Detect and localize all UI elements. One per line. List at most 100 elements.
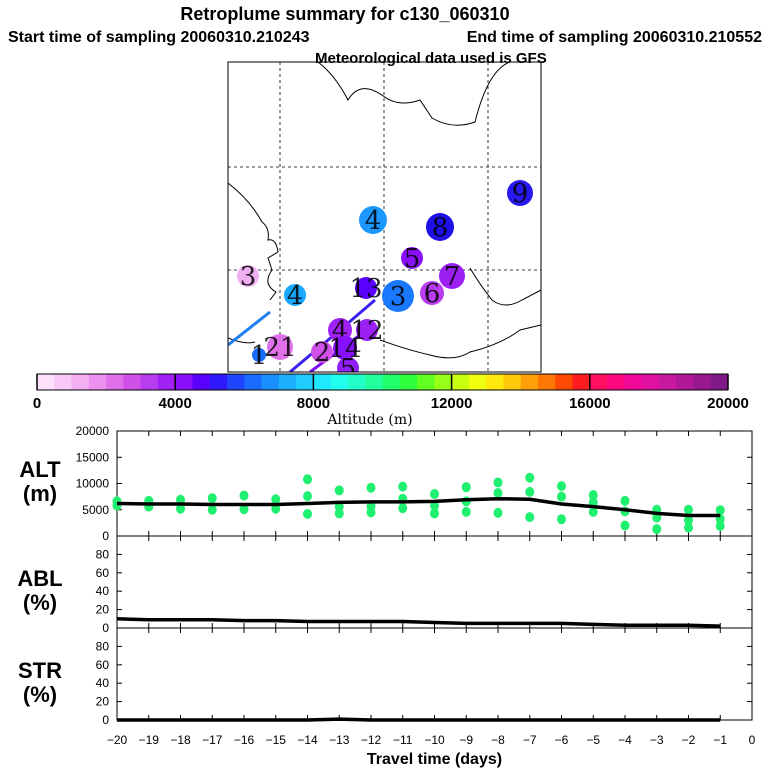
cluster-marker: 3 (382, 280, 414, 312)
colorbar-cell (227, 374, 245, 390)
map-coastlines (228, 62, 541, 359)
y-tick-label: 20 (96, 695, 110, 709)
met-data-label: Meteorological data used is GFS (315, 50, 547, 67)
y-tick-label: 10000 (76, 477, 110, 491)
cluster-dot (359, 206, 387, 234)
scatter-point (303, 491, 312, 502)
scatter-point (525, 512, 535, 523)
scatter-point (398, 503, 408, 514)
scatter-point (271, 494, 281, 505)
colorbar-tick-label: 12000 (431, 395, 473, 412)
scatter-point (557, 514, 566, 525)
scatter-point (366, 482, 376, 493)
y-tick-label: 15000 (76, 450, 110, 464)
cluster-marker: 4 (359, 206, 387, 236)
y-tick-label: 0 (102, 529, 109, 543)
cluster-dot (252, 348, 266, 362)
colorbar-tick-label: 20000 (707, 395, 749, 412)
cluster-label: 7 (444, 262, 461, 292)
scatter-point (684, 522, 693, 533)
colorbar-cell (261, 374, 280, 390)
map-frame (227, 61, 542, 373)
scatter-point (588, 506, 598, 517)
scatter-point (430, 508, 439, 519)
scatter-point (588, 490, 598, 501)
cluster-dot (311, 341, 333, 363)
panel-units: (m) (23, 481, 57, 506)
colorbar-tick-label: 0 (33, 395, 41, 412)
x-tick-label: 0 (749, 733, 756, 747)
cluster-marker: 13 (349, 274, 382, 304)
colorbar-cell (589, 374, 608, 390)
scatter-point (398, 481, 408, 492)
colorbar-cell (641, 374, 660, 390)
end-time-label: End time of sampling 20060310.210552 (467, 29, 762, 46)
panel-title: STR (18, 658, 62, 683)
cluster-label: 8 (432, 213, 449, 243)
x-tick-label: −1 (713, 733, 727, 747)
colorbar-cell (503, 374, 522, 390)
y-tick-label: 60 (96, 566, 110, 580)
y-tick-label: 20000 (76, 424, 110, 438)
x-tick-label: −16 (234, 733, 255, 747)
x-tick-label: −10 (424, 733, 445, 747)
colorbar-cell (710, 374, 729, 390)
colorbar-cell (157, 374, 176, 390)
colorbar-cell (313, 374, 332, 390)
cluster-label: 3 (390, 282, 407, 312)
cluster-dot (337, 357, 359, 372)
colorbar-tick-label: 16000 (569, 395, 611, 412)
colorbar-cell (555, 374, 574, 390)
colorbar-cell (417, 374, 435, 390)
colorbar-cell (624, 374, 643, 390)
colorbar-cell (296, 374, 314, 390)
colorbar-cell (537, 374, 556, 390)
cluster-label: 4 (365, 206, 382, 236)
colorbar-cell (365, 374, 383, 390)
colorbar-cell (520, 374, 539, 390)
x-tick-label: −4 (618, 733, 632, 747)
cluster-marker: 6 (420, 279, 444, 309)
colorbar-cell (192, 374, 211, 390)
cluster-dot (401, 247, 423, 269)
colorbar-cell (347, 374, 366, 390)
x-tick-label: −19 (139, 733, 160, 747)
y-tick-label: 5000 (82, 503, 109, 517)
x-tick-label: −13 (329, 733, 350, 747)
colorbar-cell (71, 374, 90, 390)
x-tick-label: −6 (555, 733, 569, 747)
figure-title: Retroplume summary for c130_060310 (180, 4, 509, 24)
cluster-marker: 1 (251, 341, 268, 371)
colorbar-cell (399, 374, 418, 390)
scatter-point (493, 507, 503, 518)
cluster-dot (355, 277, 377, 299)
panel-units: (%) (23, 590, 57, 615)
scatter-point (207, 504, 217, 515)
x-tick-label: −2 (682, 733, 696, 747)
scatter-point (461, 482, 471, 493)
y-tick-label: 20 (96, 603, 110, 617)
cluster-marker: 5 (337, 354, 359, 372)
colorbar-cell (37, 374, 55, 390)
scatter-point (684, 504, 693, 515)
colorbar-cell (434, 374, 453, 390)
x-axis-label: Travel time (days) (367, 751, 502, 768)
y-tick-label: 40 (96, 676, 110, 690)
colorbar-xlabel: Altitude (m) (326, 412, 412, 428)
scatter-point (557, 491, 566, 502)
cluster-label: 3 (240, 262, 257, 292)
colorbar-cell (209, 374, 228, 390)
cluster-label: 2 (314, 338, 331, 368)
cluster-dot (420, 281, 444, 305)
colorbar-cell (676, 374, 694, 390)
cluster-label: 9 (512, 179, 529, 209)
y-tick-label: 40 (96, 584, 110, 598)
colorbar-cell (658, 374, 677, 390)
scatter-point (303, 508, 312, 519)
panel-frame (116, 627, 753, 721)
cluster-marker: 21 (263, 333, 296, 363)
panel-frame (116, 535, 753, 629)
